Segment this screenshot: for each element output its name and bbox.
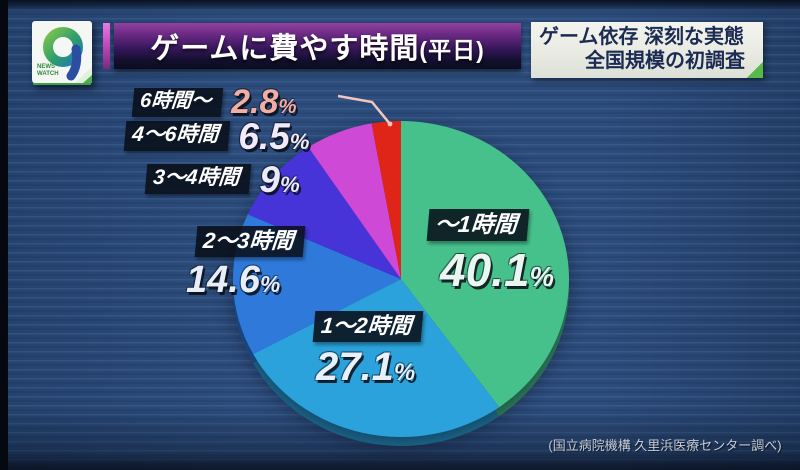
pie-value-1-2h: 27.1% <box>316 345 416 390</box>
pie-label-chip-4-6h: 4〜6時間 <box>123 121 231 152</box>
pie-label-chip-2-3h: 2〜3時間 <box>194 226 306 258</box>
title-accent-bar <box>103 23 110 69</box>
pie-value-2-3h: 14.6% <box>186 259 281 302</box>
badge-line2: 全国規模の初調査 <box>585 50 745 72</box>
pie-value-6h-plus: 2.8% <box>231 83 297 121</box>
page-title-suffix: (平日) <box>419 37 485 63</box>
pie-label-chip-1-2h: 1〜2時間 <box>312 311 424 343</box>
pie-value-under-1h: 40.1% <box>440 244 555 297</box>
left-edge-strip <box>0 0 8 470</box>
logo-text-watch: WATCH <box>37 71 59 77</box>
pie-label-under-1h: 〜1時間 40.1% <box>426 209 555 297</box>
title-background: ゲームに費やす時間(平日) <box>114 23 521 69</box>
logo-text-news: NEWS <box>37 64 55 70</box>
page-title: ゲームに費やす時間(平日) <box>150 33 485 65</box>
pie-value-3-4h: 9% <box>259 159 300 200</box>
pie-label-6h-plus: 6時間〜 2.8% <box>131 83 297 121</box>
badge-corner-triangle <box>747 62 763 78</box>
pie-label-3-4h: 3〜4時間 9% <box>144 159 300 200</box>
badge-line1: ゲーム依存 深刻な実態 <box>539 26 744 48</box>
topic-badge: ゲーム依存 深刻な実態 全国規模の初調査 <box>531 22 763 78</box>
title-bar: ゲームに費やす時間(平日) <box>103 23 521 69</box>
pie-label-1-2h: 1〜2時間 27.1% <box>312 311 424 390</box>
news-watch-9-logo: NEWS WATCH <box>32 21 95 87</box>
pie-label-4-6h: 4〜6時間 6.5% <box>123 116 310 157</box>
pie-label-chip-6h-plus: 6時間〜 <box>131 87 224 117</box>
source-credit: (国立病院機構 久里浜医療センター調べ) <box>548 438 782 453</box>
pie-label-chip-3-4h: 3〜4時間 <box>144 164 252 195</box>
logo-9-tail <box>66 44 82 81</box>
pie-label-chip-under-1h: 〜1時間 <box>426 209 530 242</box>
logo-folded-corner-green <box>83 75 92 83</box>
pie-value-4-6h: 6.5% <box>238 116 310 157</box>
pie-label-2-3h: 2〜3時間 14.6% <box>186 226 306 299</box>
